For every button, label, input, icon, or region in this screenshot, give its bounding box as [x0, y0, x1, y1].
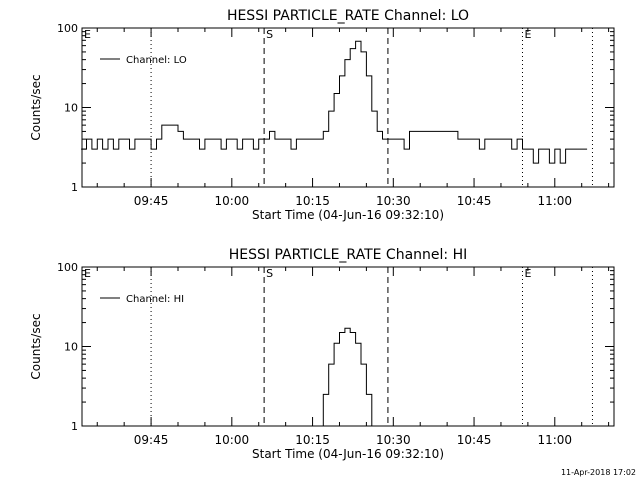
x-tick-label: 10:30: [376, 433, 411, 447]
marker-label: S: [266, 267, 273, 280]
lo-channel-panel: HESSI PARTICLE_RATE Channel: LO 1 10 100 Cou…: [29, 8, 615, 222]
legend: Channel: HI: [100, 294, 184, 305]
plot-timestamp: 11-Apr-2018 17:02: [561, 468, 636, 477]
x-axis-label: Start Time (04-Jun-16 09:32:10): [252, 208, 444, 222]
y-tick-label: 10: [64, 102, 78, 115]
x-tick-label: 10:45: [457, 194, 492, 208]
x-tick-label: 11:00: [537, 433, 572, 447]
series-line: [81, 40, 588, 164]
y-axis-label: Counts/sec: [29, 74, 43, 140]
legend: Channel: LO: [100, 55, 187, 66]
marker-label: S: [266, 28, 273, 41]
x-tick-label: 09:45: [134, 433, 169, 447]
x-tick-label: 10:00: [215, 194, 250, 208]
x-tick-label: 09:45: [134, 194, 169, 208]
marker-label: E: [524, 28, 531, 41]
x-tick-label: 10:00: [215, 433, 250, 447]
plot-frame: [81, 266, 615, 427]
legend-label: Channel: LO: [126, 55, 187, 66]
legend-label: Channel: HI: [126, 294, 184, 305]
x-tick-label: 11:00: [537, 194, 572, 208]
y-tick-label: 1: [71, 420, 78, 433]
y-tick-label: 100: [57, 261, 78, 274]
y-axis-label: Counts/sec: [29, 313, 43, 379]
chart-title: HESSI PARTICLE_RATE Channel: LO: [227, 8, 469, 24]
x-tick-label: 10:45: [457, 433, 492, 447]
y-tick-label: 100: [57, 22, 78, 35]
x-tick-label: 10:15: [295, 433, 330, 447]
chart-title: HESSI PARTICLE_RATE Channel: HI: [229, 247, 467, 263]
marker-label: E: [524, 267, 531, 280]
x-axis-label: Start Time (04-Jun-16 09:32:10): [252, 447, 444, 461]
marker-label: E: [84, 28, 91, 41]
y-tick-label: 1: [71, 181, 78, 194]
series-line: [317, 327, 373, 427]
marker-label: E: [84, 267, 91, 280]
x-tick-label: 10:15: [295, 194, 330, 208]
x-tick-label: 10:30: [376, 194, 411, 208]
hi-channel-panel: HESSI PARTICLE_RATE Channel: HI 1 10 100 Cou…: [29, 247, 615, 461]
y-tick-label: 10: [64, 341, 78, 354]
